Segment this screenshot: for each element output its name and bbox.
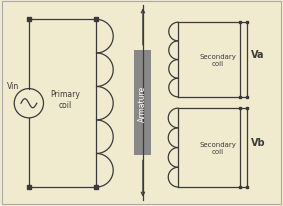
Text: Vb: Vb (251, 137, 266, 147)
Text: Va: Va (251, 50, 265, 60)
Text: Vin: Vin (7, 82, 20, 91)
Text: Secondary
coil: Secondary coil (199, 54, 236, 67)
FancyBboxPatch shape (134, 51, 151, 155)
Text: Primary
coil: Primary coil (51, 90, 80, 109)
Text: Armature: Armature (138, 85, 147, 121)
Text: Secondary
coil: Secondary coil (199, 141, 236, 154)
